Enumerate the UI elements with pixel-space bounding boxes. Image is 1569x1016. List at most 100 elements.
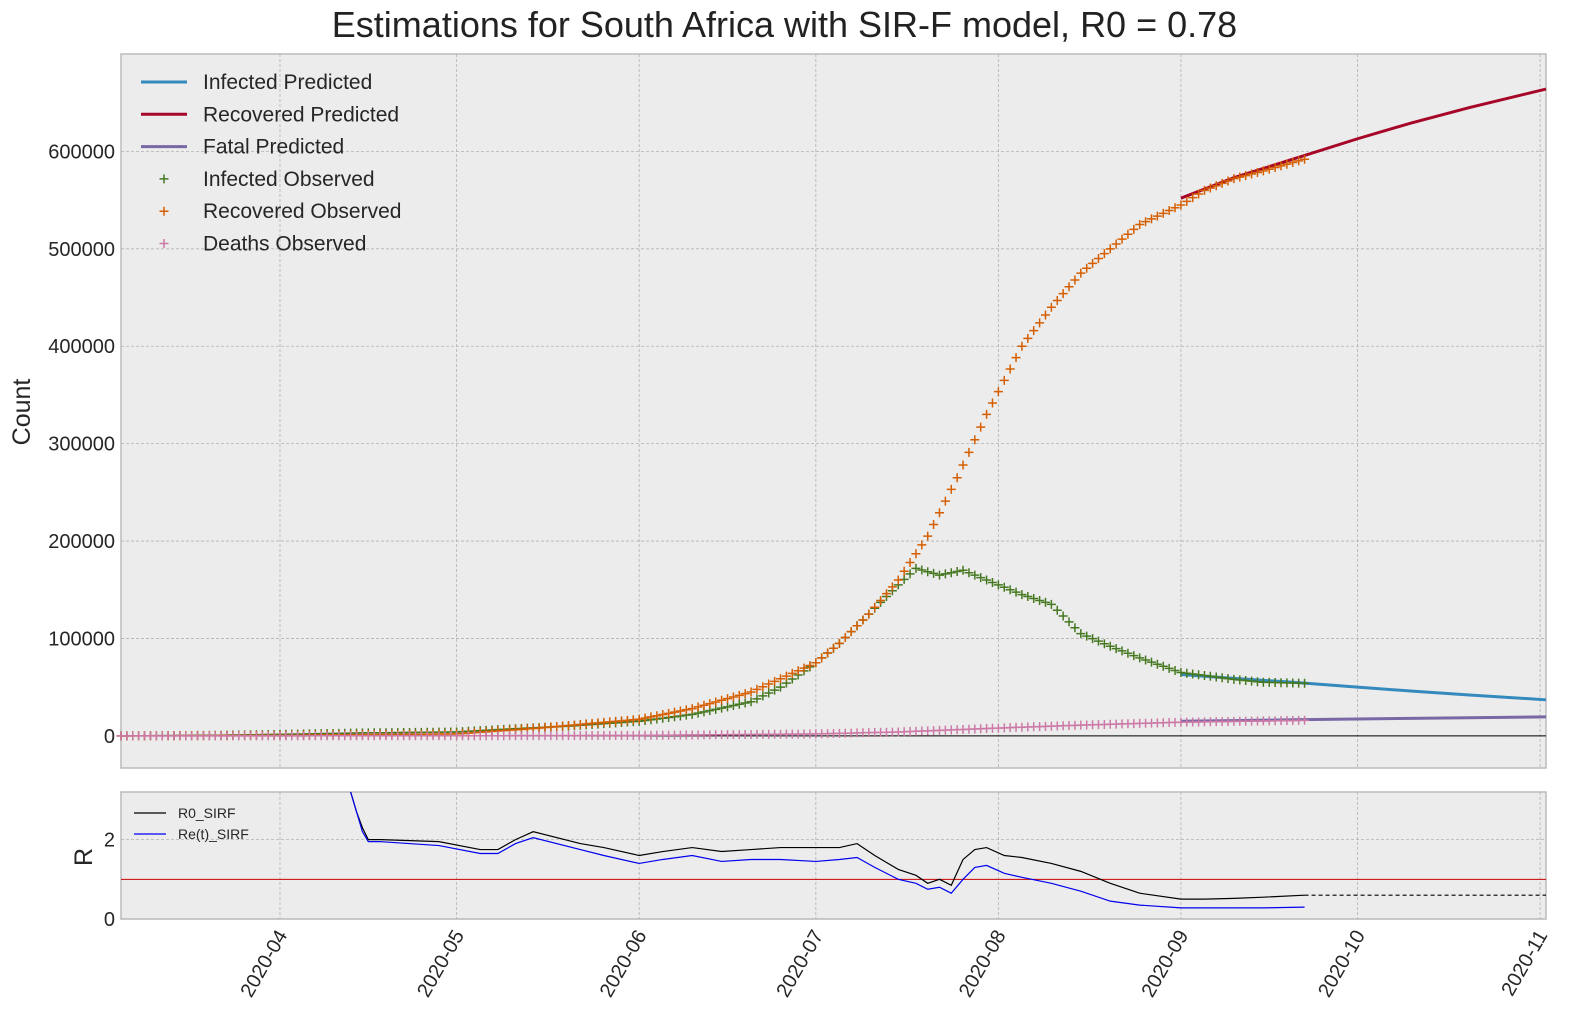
recovered-observed-marker (940, 496, 950, 506)
recovered-observed-marker (1023, 333, 1033, 343)
recovered-observed-marker (752, 684, 762, 694)
recovered-observed-marker (1211, 181, 1221, 191)
recovered-observed-marker (1158, 208, 1168, 218)
recovered-observed-marker (1223, 176, 1233, 186)
recovered-observed-marker (1170, 203, 1180, 213)
y-tick-label: 200000 (48, 531, 115, 553)
recovered-observed-marker (887, 582, 897, 592)
recovered-observed-marker (717, 695, 727, 705)
infected-observed-marker (717, 703, 727, 713)
infected-observed-marker (1076, 629, 1086, 639)
infected-observed-marker (740, 698, 750, 708)
infected-observed-marker (987, 577, 997, 587)
infected-observed-marker (952, 566, 962, 576)
y-tick-label: 300000 (48, 434, 115, 456)
infected-observed-marker (776, 682, 786, 692)
recovered-observed-marker (758, 682, 768, 692)
recovered-observed-marker (893, 575, 903, 585)
infected-observed-marker (964, 568, 974, 578)
infected-observed-marker (1070, 623, 1080, 633)
recovered-observed-marker (1288, 158, 1298, 168)
infected-observed-marker (1170, 665, 1180, 675)
r-y-ticks: 02 (104, 830, 115, 931)
recovered-observed-marker (1282, 159, 1292, 169)
infected-observed-marker (970, 570, 980, 580)
y-tick-label: 400000 (48, 336, 115, 358)
recovered-observed-marker (1188, 193, 1198, 203)
infected-observed-marker (1099, 639, 1109, 649)
r0-sirf-line (350, 791, 1305, 900)
recovered-observed-marker (728, 692, 738, 702)
infected-observed-marker (770, 685, 780, 695)
y-tick-label: 100000 (48, 628, 115, 650)
recovered-observed-marker (1241, 171, 1251, 181)
infected-observed-marker (1117, 646, 1127, 656)
legend-recovered-observed-label: Recovered Observed (203, 200, 401, 223)
infected-observed-marker (993, 580, 1003, 590)
recovered-observed-marker (664, 708, 674, 718)
recovered-observed-marker (876, 595, 886, 605)
y-tick-label: 0 (104, 726, 115, 748)
infected-observed-marker (1152, 659, 1162, 669)
recovered-observed-marker (864, 609, 874, 619)
x-tick-label: 2020-04 (237, 927, 293, 1002)
recovered-observed-marker (1264, 164, 1274, 174)
recovered-observed-marker (1194, 189, 1204, 199)
main-grid (121, 54, 1546, 768)
infected-observed-marker (1023, 592, 1033, 602)
infected-observed-marker (917, 565, 927, 575)
recovered-observed-marker (982, 409, 992, 419)
recovered-observed-marker (658, 710, 668, 720)
infected-observed-marker (1158, 661, 1168, 671)
recovered-observed-marker (1252, 167, 1262, 177)
infected-observed-marker (1223, 674, 1233, 684)
recovered-observed-marker (1152, 211, 1162, 221)
infected-observed-marker (1211, 672, 1221, 682)
recovered-observed-marker (858, 615, 868, 625)
recovered-observed-marker (1058, 289, 1068, 299)
recovered-observed-marker (840, 632, 850, 642)
recovered-observed-marker (634, 714, 644, 724)
recovered-observed-marker (1135, 219, 1145, 229)
infected-observed-marker (999, 582, 1009, 592)
legend-infected-observed-marker (159, 174, 169, 184)
recovered-observed-marker (1176, 200, 1186, 210)
recovered-observed-marker (1229, 174, 1239, 184)
x-tick-label: 2020-11 (1497, 927, 1552, 1000)
legend-re-t-sirf-label: Re(t)_SIRF (178, 826, 249, 842)
recovered-observed-marker (705, 699, 715, 709)
recovered-observed-marker (917, 540, 927, 550)
recovered-observed-marker (899, 566, 909, 576)
recovered-observed-marker (999, 375, 1009, 385)
recovered-observed-marker (1276, 161, 1286, 171)
infected-observed-marker (1082, 631, 1092, 641)
recovered-observed-marker (911, 549, 921, 559)
recovered-observed-marker (1247, 169, 1257, 179)
infected-observed-marker (1135, 653, 1145, 663)
legend-recovered-predicted-label: Recovered Predicted (203, 103, 399, 126)
infected-observed-marker (1011, 587, 1021, 597)
recovered-observed-marker (934, 508, 944, 518)
recovered-observed-marker (1105, 244, 1115, 254)
infected-observed-marker (934, 570, 944, 580)
infected-observed-marker (1052, 605, 1062, 615)
infected-observed-marker (958, 565, 968, 575)
recovered-observed-marker (958, 460, 968, 470)
recovered-observed-marker (1258, 166, 1268, 176)
infected-observed-marker (1093, 636, 1103, 646)
recovered-observed-marker (652, 711, 662, 721)
deaths-observed-markers (116, 715, 1310, 741)
recovered-observed-marker (646, 712, 656, 722)
x-tick-label: 2020-09 (1137, 927, 1193, 1002)
recovered-observed-marker (923, 531, 933, 541)
recovered-observed-marker (834, 638, 844, 648)
infected-observed-marker (1146, 657, 1156, 667)
main-y-ticks: 0 100000 200000 300000 400000 500000 600000 (48, 141, 115, 747)
recovered-observed-marker (1270, 163, 1280, 173)
recovered-observed-marker (793, 666, 803, 676)
recovered-observed-marker (640, 713, 650, 723)
x-ticks: 2020-04 2020-05 2020-06 2020-07 2020-08 2020-… (237, 927, 1553, 1002)
legend-deaths-observed-label: Deaths Observed (203, 233, 366, 256)
recovered-observed-marker (670, 707, 680, 717)
infected-observed-marker (976, 573, 986, 583)
